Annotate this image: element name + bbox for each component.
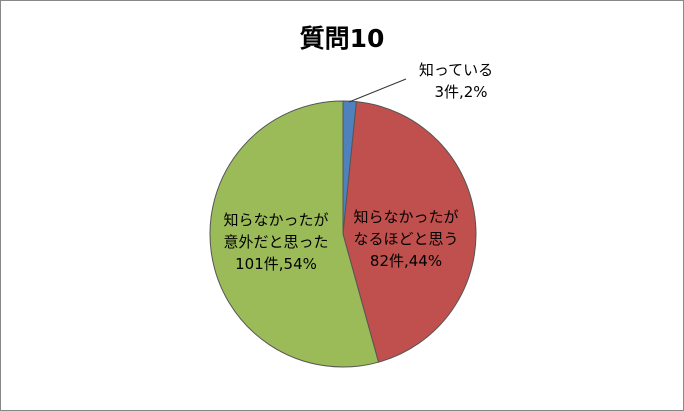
pie-slice	[342, 101, 477, 363]
leader-line	[348, 78, 407, 103]
value-label: 3件,2%	[434, 83, 488, 101]
category-label: 知っている	[418, 61, 494, 79]
category-label: 知らなかったが 意外だと思った	[223, 211, 329, 251]
pie-slice	[209, 100, 380, 368]
value-label: 101件,54%	[235, 255, 317, 273]
category-label: 知らなかったが なるほどと思う	[353, 208, 459, 248]
chart-title: 質問10	[299, 24, 385, 53]
value-label: 82件,44%	[369, 252, 443, 270]
